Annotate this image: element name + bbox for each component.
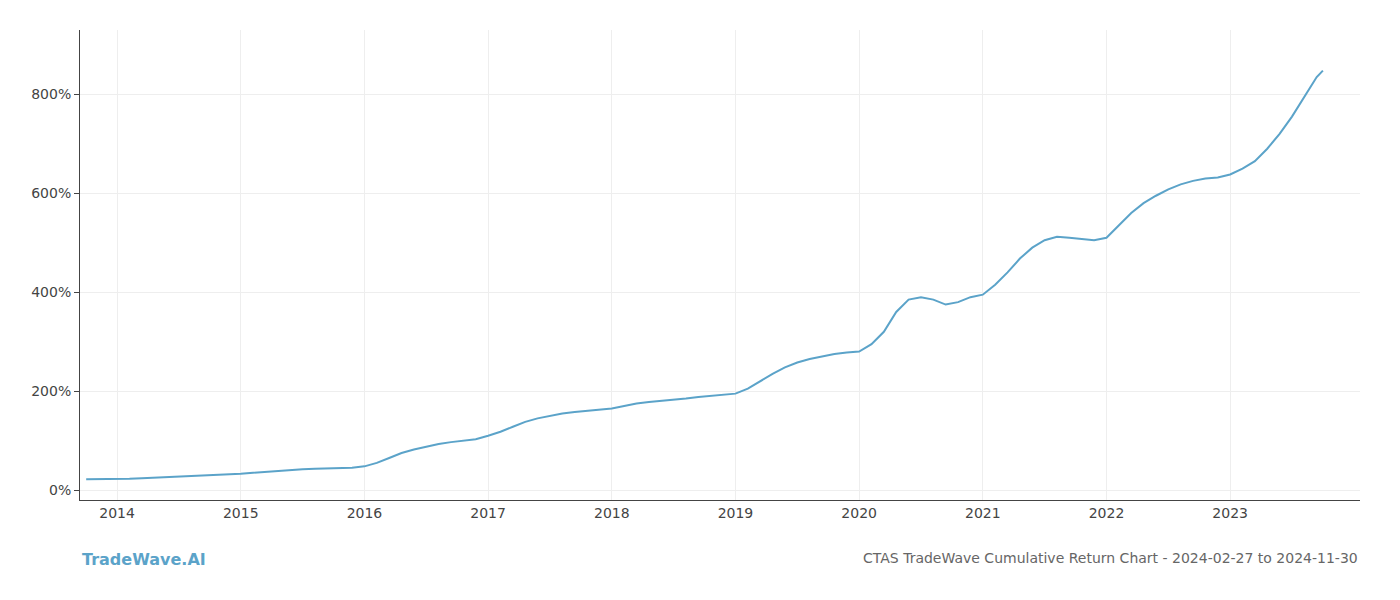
svg-text:2015: 2015 [223, 505, 259, 521]
svg-text:2023: 2023 [1212, 505, 1248, 521]
svg-text:200%: 200% [31, 383, 71, 399]
svg-text:2014: 2014 [99, 505, 135, 521]
svg-text:2019: 2019 [718, 505, 754, 521]
svg-text:CTAS TradeWave Cumulative Retu: CTAS TradeWave Cumulative Return Chart -… [863, 550, 1358, 566]
svg-text:2021: 2021 [965, 505, 1001, 521]
svg-text:2018: 2018 [594, 505, 630, 521]
svg-text:800%: 800% [31, 86, 71, 102]
svg-text:2017: 2017 [470, 505, 506, 521]
svg-text:0%: 0% [49, 482, 71, 498]
svg-text:2020: 2020 [841, 505, 877, 521]
svg-text:2022: 2022 [1089, 505, 1125, 521]
svg-text:TradeWave.AI: TradeWave.AI [82, 550, 206, 569]
svg-text:400%: 400% [31, 284, 71, 300]
svg-text:600%: 600% [31, 185, 71, 201]
svg-text:2016: 2016 [347, 505, 383, 521]
